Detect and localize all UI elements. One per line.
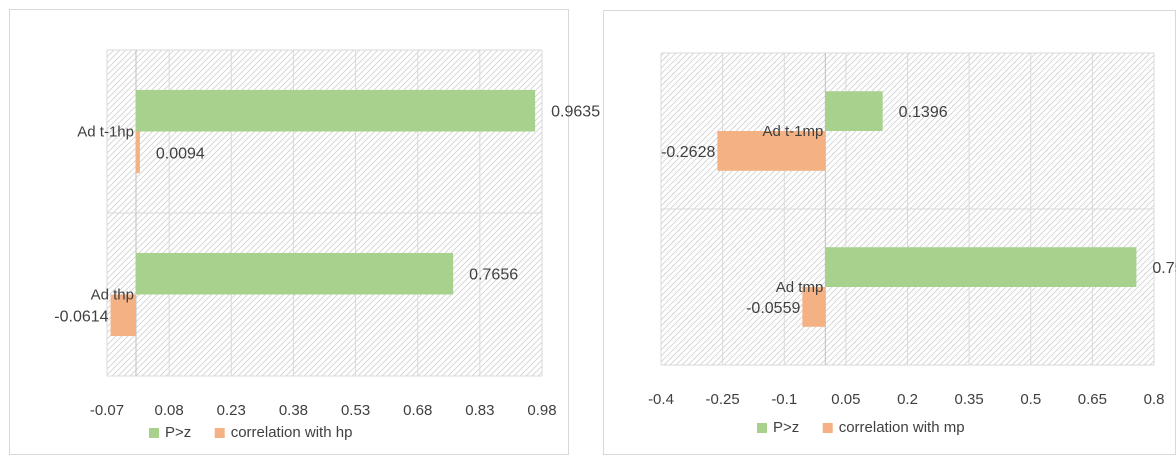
x-tick-label: 0.2 bbox=[897, 391, 918, 408]
bar-correlation bbox=[110, 294, 136, 337]
chart-left-svg: -0.07 0.08 0.23 0.38 0.53 0.68 0.83 0.98 0.9635 0… bbox=[54, 49, 600, 441]
legend-label: P>z bbox=[165, 424, 191, 441]
bar-p-value bbox=[825, 91, 883, 131]
x-tick-label: 0.35 bbox=[955, 391, 984, 408]
x-tick-label: 0.53 bbox=[341, 402, 370, 419]
category-label: Ad tmp bbox=[776, 279, 824, 296]
data-label: -0.2628 bbox=[661, 144, 715, 161]
category-label: Ad thp bbox=[91, 287, 134, 304]
data-label: 0.9635 bbox=[551, 104, 600, 121]
chart-right-svg: -0.4 -0.25 -0.1 0.05 0.2 0.35 0.5 0.65 0.8 0.1396… bbox=[648, 52, 1176, 436]
category-label: Ad t-1mp bbox=[762, 123, 823, 140]
bar-correlation bbox=[717, 131, 826, 171]
x-tick-label: 0.83 bbox=[465, 402, 494, 419]
x-tick-label: 0.05 bbox=[831, 391, 860, 408]
legend-label: correlation with mp bbox=[839, 419, 965, 436]
bar-p-value bbox=[136, 252, 454, 295]
x-tick-label: 0.68 bbox=[403, 402, 432, 419]
data-label: 0.7656 bbox=[469, 267, 518, 284]
x-tick-label: 0.5 bbox=[1020, 391, 1041, 408]
chart-left: -0.07 0.08 0.23 0.38 0.53 0.68 0.83 0.98 0.9635 0… bbox=[9, 9, 600, 455]
data-label: -0.0559 bbox=[746, 300, 800, 317]
data-label: 0.1396 bbox=[899, 104, 948, 121]
bar-correlation bbox=[802, 287, 826, 327]
x-tick-label: -0.4 bbox=[648, 391, 674, 408]
x-tick-label: 0.98 bbox=[527, 402, 556, 419]
x-tick-label: 0.65 bbox=[1078, 391, 1107, 408]
x-tick-label: 0.8 bbox=[1144, 391, 1165, 408]
category-label: Ad t-1hp bbox=[77, 124, 134, 141]
legend-swatch bbox=[757, 423, 767, 433]
x-tick-label: 0.23 bbox=[217, 402, 246, 419]
legend-label: correlation with hp bbox=[231, 424, 353, 441]
chart-right: -0.4 -0.25 -0.1 0.05 0.2 0.35 0.5 0.65 0.8 0.1396… bbox=[603, 10, 1176, 455]
bar-p-value bbox=[825, 247, 1137, 287]
x-tick-label: -0.25 bbox=[706, 391, 740, 408]
x-tick-label: -0.07 bbox=[90, 402, 124, 419]
bar-correlation bbox=[136, 131, 140, 174]
legend-label: P>z bbox=[773, 419, 799, 436]
legend-swatch bbox=[822, 423, 833, 433]
x-tick-label: 0.38 bbox=[279, 402, 308, 419]
legend-swatch bbox=[214, 428, 225, 438]
x-tick-label: -0.1 bbox=[771, 391, 797, 408]
data-label: -0.0614 bbox=[54, 308, 108, 325]
legend-swatch bbox=[149, 428, 159, 438]
data-label: 0.0094 bbox=[156, 145, 205, 162]
x-tick-label: 0.08 bbox=[155, 402, 184, 419]
bar-p-value bbox=[136, 89, 536, 132]
data-label: 0.7572 bbox=[1152, 260, 1176, 277]
